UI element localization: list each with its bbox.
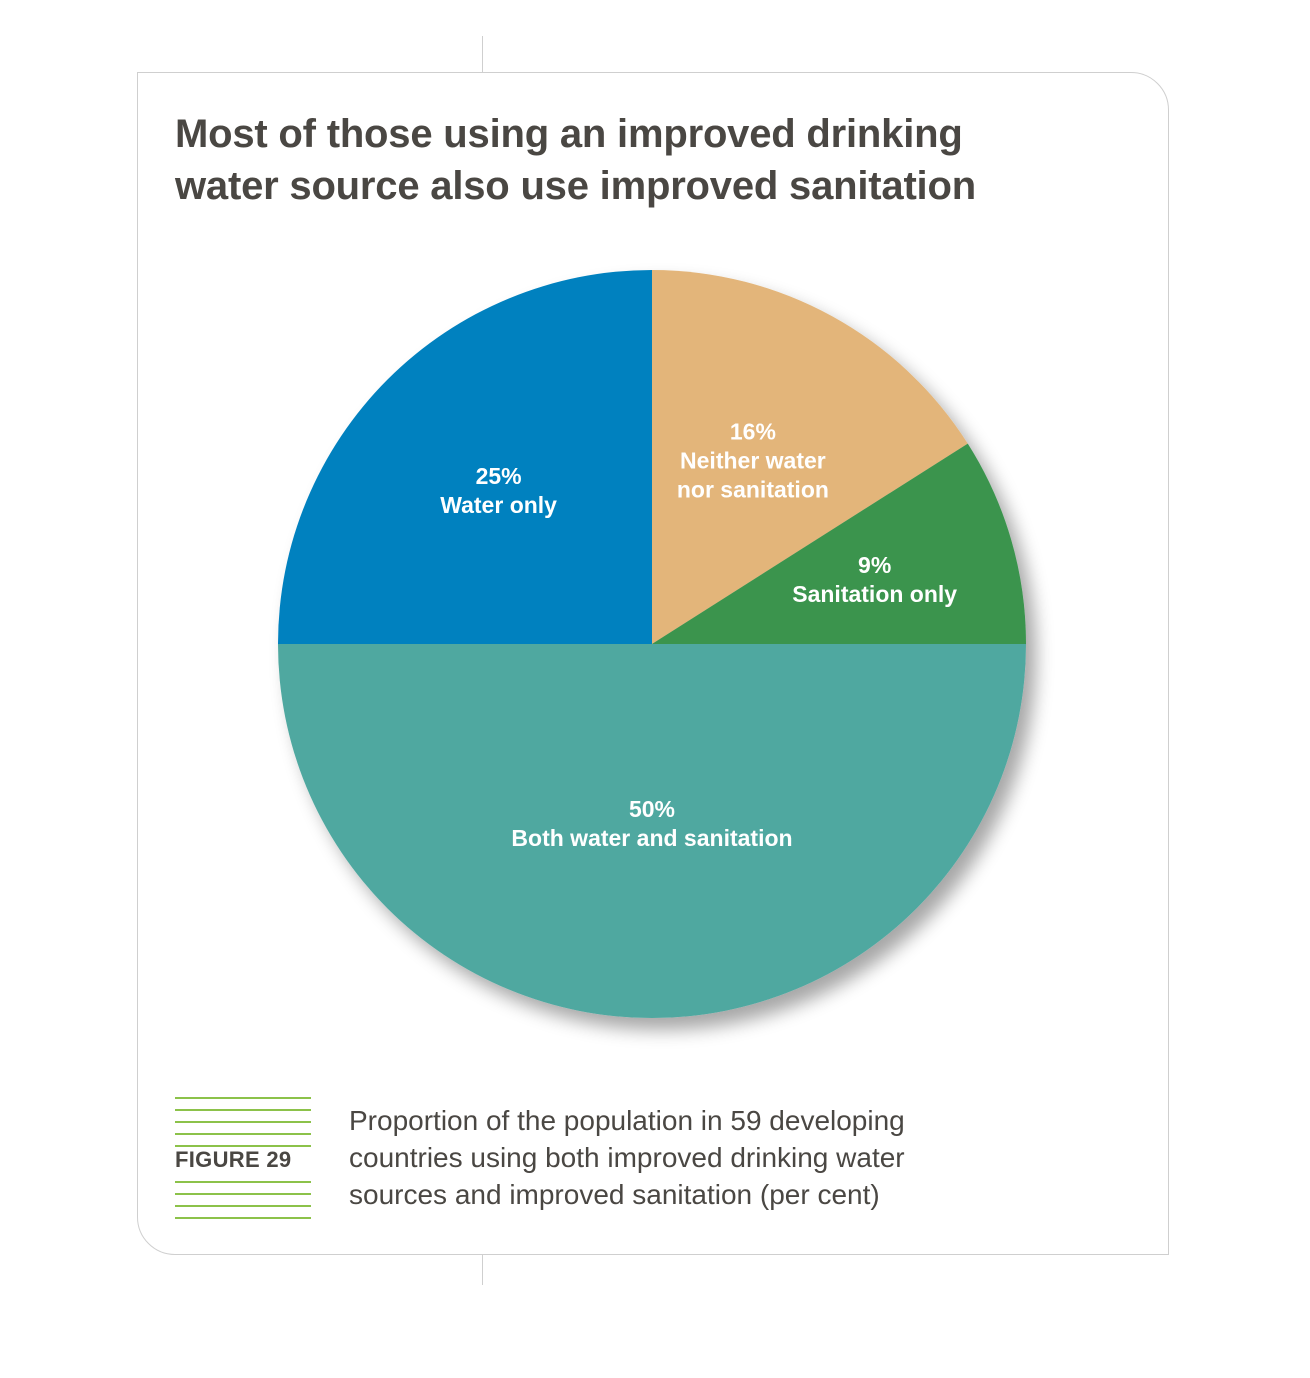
chart-title-line-2: water source also use improved sanitatio… [175, 164, 976, 208]
pie-slice [652, 443, 1026, 644]
caption-line-2: countries using both improved drinking w… [349, 1142, 905, 1173]
pie-slice-percent: 50% [629, 796, 675, 822]
figure-stripe [175, 1181, 311, 1183]
pie-slice-name: Sanitation only [792, 581, 957, 607]
pie-labels: 16% Neither water nor sanitation 9% Sanitati… [440, 418, 957, 851]
pie-slice-percent: 25% [476, 463, 522, 489]
chart-title-line-1: Most of those using an improved drinking [175, 112, 963, 156]
figure-stripe [175, 1145, 311, 1147]
pie-slice [278, 270, 652, 644]
pie-slice-name: Neither water [680, 447, 826, 473]
crop-guide-bottom [482, 1255, 483, 1285]
pie-slices [278, 270, 1026, 1018]
pie-slice-name: nor sanitation [677, 476, 829, 502]
pie-slice-percent: 16% [730, 418, 776, 444]
figure-stripe [175, 1217, 311, 1219]
pie-slice-name: Water only [440, 492, 557, 518]
pie-slice [278, 644, 1026, 1018]
figure-stripe [175, 1097, 311, 1099]
figure-number: FIGURE 29 [175, 1147, 311, 1173]
caption-line-1: Proportion of the population in 59 devel… [349, 1105, 905, 1136]
pie-slice-percent: 9% [858, 552, 891, 578]
pie-slice-label: 25% Water only [440, 463, 557, 518]
pie-slice-name: Both water and sanitation [511, 825, 792, 851]
pie-slice-label: 50% Both water and sanitation [511, 796, 792, 851]
caption-line-3: sources and improved sanitation (per cen… [349, 1179, 880, 1210]
figure-stripe [175, 1133, 311, 1135]
figure-tag: FIGURE 29 [175, 1097, 311, 1219]
figure-stripe [175, 1205, 311, 1207]
crop-guide-top [482, 36, 483, 72]
chart-title: Most of those using an improved drinking… [175, 108, 1135, 212]
pie-slice-label: 9% Sanitation only [792, 552, 957, 607]
figure-caption: Proportion of the population in 59 devel… [349, 1102, 1069, 1213]
figure-stripe [175, 1121, 311, 1123]
pie-slice-label: 16% Neither water nor sanitation [677, 418, 829, 502]
pie-slice [652, 270, 968, 644]
figure-stripe [175, 1193, 311, 1195]
figure-stripe [175, 1109, 311, 1111]
